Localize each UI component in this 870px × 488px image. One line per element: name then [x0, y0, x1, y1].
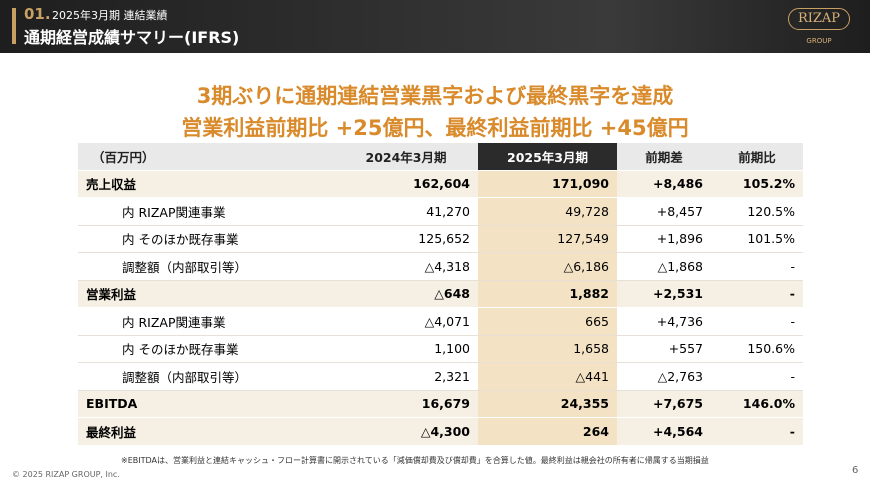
- period: 2025年3月期 連結業績: [52, 9, 168, 22]
- footnote: ※EBITDAは、営業利益と連結キャッシュ・フロー計算書に開示されている「減価償…: [121, 456, 709, 465]
- table-row: 調整額（内部取引等） △4,318 △6,186 △1,868-: [78, 252, 803, 281]
- cell: 120.5%: [711, 197, 803, 226]
- cell: 41,270: [334, 197, 478, 226]
- cell: 1,882: [478, 280, 617, 308]
- cell: 1,658: [478, 335, 617, 363]
- cell: 105.2%: [711, 170, 803, 198]
- table-row: 内 RIZAP関連事業 41,270 49,728 +8,457 120.5%: [78, 197, 803, 226]
- cell: △4,300: [334, 417, 478, 446]
- cell: +1,896: [617, 225, 711, 253]
- cell: 127,549: [478, 225, 617, 253]
- row-label: 営業利益: [78, 280, 334, 308]
- row-label: 内 そのほか既存事業: [78, 335, 334, 363]
- logo: RIZAP: [788, 8, 850, 30]
- cell: 1,100: [334, 335, 478, 363]
- cell: 101.5%: [711, 225, 803, 253]
- cell: 171,090: [478, 170, 617, 198]
- cell: 146.0%: [711, 390, 803, 418]
- cell: -: [711, 417, 803, 446]
- column-header: 前期比: [711, 143, 803, 171]
- logo-sub: GROUP: [806, 37, 832, 45]
- headline: 3期ぶりに通期連結営業黒字および最終黒字を達成: [196, 84, 674, 108]
- column-header: 2024年3月期: [334, 143, 478, 171]
- cell: △2,763: [617, 362, 711, 391]
- header-band: [0, 0, 870, 53]
- cell: +4,564: [617, 417, 711, 446]
- cell: 16,679: [334, 390, 478, 418]
- column-header: 前期差: [617, 143, 711, 171]
- headline: 営業利益前期比 +25億円、最終利益前期比 +45億円: [181, 116, 689, 140]
- cell: 162,604: [334, 170, 478, 198]
- cell: 150.6%: [711, 335, 803, 363]
- cell: +8,486: [617, 170, 711, 198]
- row-label: 売上収益: [78, 170, 334, 198]
- cell: +557: [617, 335, 711, 363]
- cell: +8,457: [617, 197, 711, 226]
- row-label: 最終利益: [78, 417, 334, 446]
- cell: -: [711, 362, 803, 391]
- row-label: 内 RIZAP関連事業: [78, 197, 334, 226]
- row-label: 内 RIZAP関連事業: [78, 307, 334, 336]
- cell: 24,355: [478, 390, 617, 418]
- table-row: 売上収益 162,604 171,090 +8,486 105.2%: [78, 170, 803, 198]
- cell: +7,675: [617, 390, 711, 418]
- table-row: 内 そのほか既存事業 1,100 1,658 +557 150.6%: [78, 335, 803, 363]
- row-label: 調整額（内部取引等）: [78, 362, 334, 391]
- cell: -: [711, 280, 803, 308]
- cell: 125,652: [334, 225, 478, 253]
- cell: +2,531: [617, 280, 711, 308]
- header-row: （百万円） 2024年3月期 2025年3月期 前期差 前期比: [78, 143, 803, 171]
- column-header: （百万円）: [78, 143, 334, 171]
- cell: △648: [334, 280, 478, 308]
- accent-bar: [12, 8, 16, 44]
- column-header: 2025年3月期: [478, 143, 617, 171]
- row-label: 内 そのほか既存事業: [78, 225, 334, 253]
- cell: △441: [478, 362, 617, 391]
- table-row: 内 RIZAP関連事業 △4,071 665 +4,736-: [78, 307, 803, 336]
- cell: 264: [478, 417, 617, 446]
- cell: △1,868: [617, 252, 711, 281]
- row-label: EBITDA: [78, 390, 334, 418]
- table-row: 営業利益 △648 1,882 +2,531-: [78, 280, 803, 308]
- table-row: EBITDA 16,679 24,355 +7,675 146.0%: [78, 390, 803, 418]
- cell: +4,736: [617, 307, 711, 336]
- row-label: 調整額（内部取引等）: [78, 252, 334, 281]
- cell: -: [711, 307, 803, 336]
- cell: 665: [478, 307, 617, 336]
- title: 通期経営成績サマリー(IFRS): [24, 28, 240, 47]
- cell: △4,318: [334, 252, 478, 281]
- cell: △6,186: [478, 252, 617, 281]
- section-number: 01.: [24, 5, 51, 23]
- cell: 2,321: [334, 362, 478, 391]
- table-row: 内 そのほか既存事業 125,652 127,549 +1,896 101.5%: [78, 225, 803, 253]
- table-row: 調整額（内部取引等） 2,321 △441 △2,763-: [78, 362, 803, 391]
- table-row: 最終利益 △4,300 264 +4,564-: [78, 417, 803, 446]
- page-number: 6: [852, 465, 859, 476]
- cell: △4,071: [334, 307, 478, 336]
- cell: -: [711, 252, 803, 281]
- cell: 49,728: [478, 197, 617, 226]
- copyright: © 2025 RIZAP GROUP, Inc.: [12, 470, 120, 479]
- results-table: （百万円） 2024年3月期 2025年3月期 前期差 前期比 売上収益 162,604 17…: [78, 143, 803, 446]
